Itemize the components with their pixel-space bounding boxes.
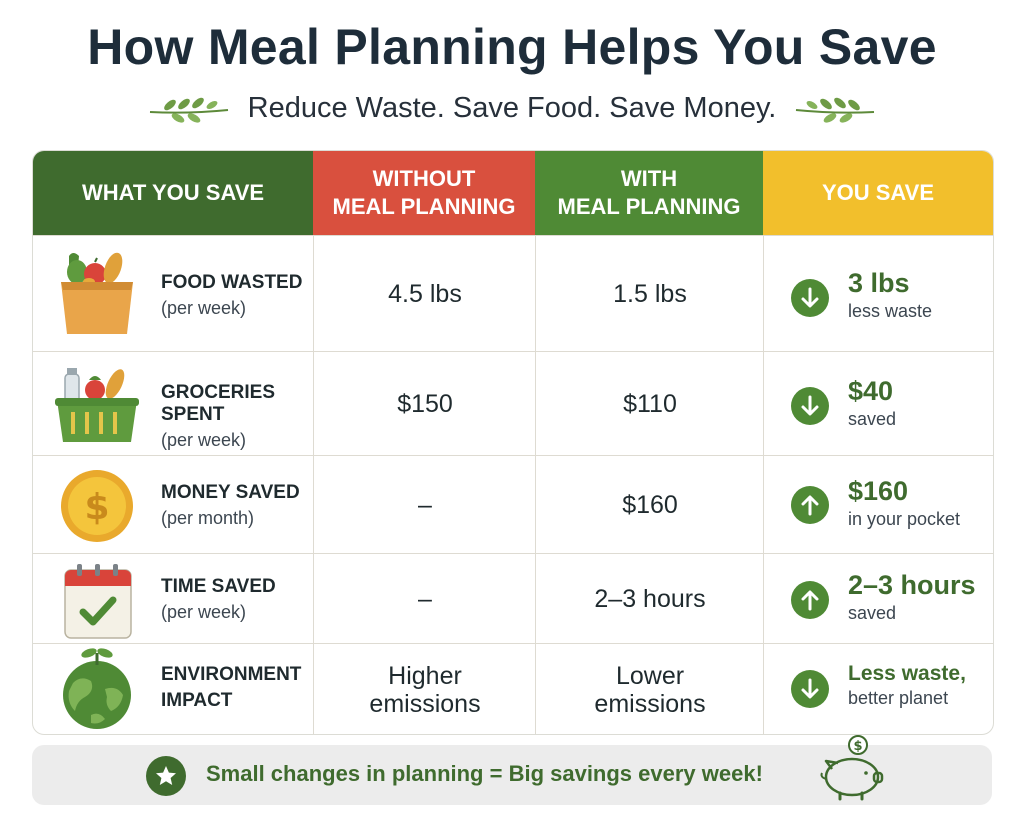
calendar-check-icon (64, 564, 132, 639)
piggy-bank-icon: $ (820, 735, 884, 801)
header-what-you-save: WHAT YOU SAVE (33, 151, 313, 235)
save-amount: 3 lbs (848, 268, 910, 298)
table-row: TIME SAVED (per week) – 2–3 hours 2–3 ho… (33, 553, 993, 644)
table-row: GROCERIES SPENT (per week) $150 $110 $40… (33, 351, 993, 456)
svg-text:$: $ (853, 739, 862, 754)
row-sublabel: (per month) (161, 508, 255, 528)
header-with-meal-planning: WITH MEAL PLANNING (535, 151, 763, 235)
savings-table: WHAT YOU SAVE WITHOUT MEAL PLANNING WITH M… (32, 150, 994, 735)
subtitle-row: Reduce Waste. Save Food. Save Money. (0, 92, 1024, 125)
svg-text:$: $ (84, 487, 109, 528)
row-sublabel: (per week) (161, 602, 247, 622)
row-label: GROCERIES SPENT (161, 382, 276, 425)
row-sublabel: (per week) (161, 430, 247, 450)
gold-coin-icon: $ (61, 470, 133, 542)
globe-plant-icon (63, 648, 131, 729)
without-value: Higher emissions (369, 661, 481, 718)
subtitle: Reduce Waste. Save Food. Save Money. (247, 92, 777, 124)
save-note: saved (848, 409, 897, 429)
grocery-bag-icon (61, 252, 133, 334)
save-amount: $160 (848, 476, 909, 506)
arrow-up-icon (791, 486, 829, 524)
save-amount: Less waste, (848, 662, 966, 685)
star-icon (146, 756, 186, 796)
grocery-basket-icon (55, 368, 139, 442)
without-value: 4.5 lbs (388, 280, 462, 308)
save-amount: $40 (848, 376, 894, 406)
with-value: Lower emissions (594, 661, 706, 718)
page-title: How Meal Planning Helps You Save (87, 19, 937, 75)
save-note: saved (848, 603, 897, 623)
table-row: FOOD WASTED (per week) 4.5 lbs 1.5 lbs 3… (33, 235, 993, 352)
table-row: ENVIRONMENT IMPACT Higher emissions Lower… (33, 643, 993, 734)
save-amount: 2–3 hours (848, 570, 976, 600)
table-row: $ MONEY SAVED (per month) – $160 $160 in… (33, 455, 993, 554)
without-value: – (418, 585, 432, 613)
without-value: – (418, 491, 432, 519)
save-note: better planet (848, 688, 949, 708)
row-label: ENVIRONMENT (161, 664, 302, 685)
row-sublabel: (per week) (161, 298, 247, 318)
with-value: $110 (623, 390, 677, 418)
without-value: $150 (397, 390, 453, 418)
row-label-line2: IMPACT (161, 690, 233, 711)
header-you-save: YOU SAVE (763, 151, 993, 235)
with-value: 1.5 lbs (613, 280, 687, 308)
row-label: FOOD WASTED (161, 272, 303, 293)
with-value: $160 (622, 491, 678, 519)
arrow-up-icon (791, 581, 829, 619)
save-note: less waste (848, 301, 933, 321)
arrow-down-icon (791, 670, 829, 708)
save-note: in your pocket (848, 509, 961, 529)
header-without-meal-planning: WITHOUT MEAL PLANNING (313, 151, 535, 235)
footer-text: Small changes in planning = Big savings … (206, 761, 763, 786)
leaf-sprig-right-icon (796, 97, 875, 123)
with-value: 2–3 hours (594, 585, 706, 613)
arrow-down-icon (791, 279, 829, 317)
row-label: TIME SAVED (161, 576, 276, 597)
footer-banner: Small changes in planning = Big savings … (32, 735, 992, 805)
row-label: MONEY SAVED (161, 482, 300, 503)
arrow-down-icon (791, 387, 829, 425)
leaf-sprig-left-icon (149, 97, 228, 123)
